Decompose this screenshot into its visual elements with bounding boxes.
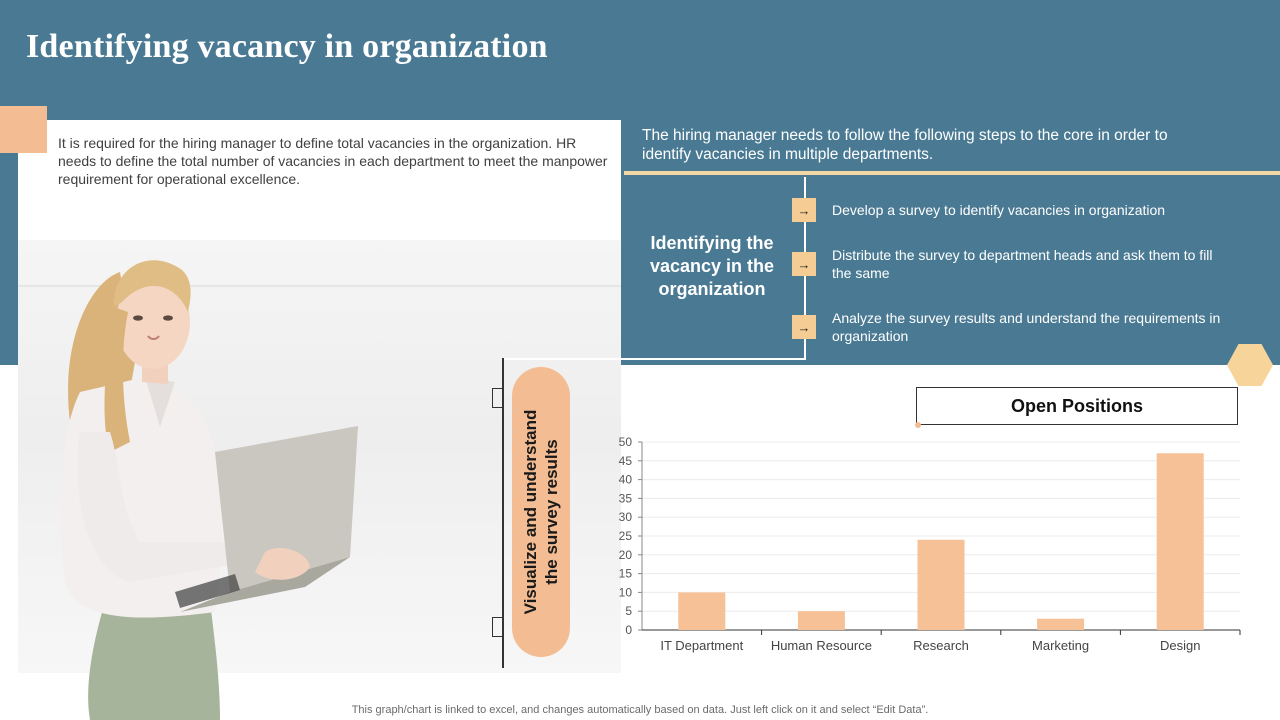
x-tick-label: Marketing xyxy=(1032,638,1089,653)
y-tick-label: 25 xyxy=(619,529,633,543)
bar xyxy=(1037,618,1085,630)
arrow-right-icon: → xyxy=(792,198,816,222)
y-tick-label: 40 xyxy=(619,473,633,487)
y-tick-label: 10 xyxy=(619,585,633,599)
open-positions-chart: 0 5 10 15 20 25 30 35 40 45 50 IT Department Human R… xyxy=(619,435,1241,653)
step-item: → Analyze the survey results and underst… xyxy=(792,310,1232,355)
page-title: Identifying vacancy in organization xyxy=(26,28,548,65)
bar xyxy=(797,611,845,630)
woman-with-laptop-image xyxy=(60,260,358,720)
y-tick-label: 15 xyxy=(619,567,633,581)
intro-text: It is required for the hiring manager to… xyxy=(58,135,608,187)
x-tick-label: Research xyxy=(913,638,969,653)
step-text: Analyze the survey results and understan… xyxy=(832,310,1221,344)
y-tick-label: 20 xyxy=(619,548,633,562)
side-label-pill: Visualize and understand the survey resu… xyxy=(512,367,570,657)
divider-line xyxy=(624,171,1280,175)
y-tick-label: 35 xyxy=(619,491,633,505)
y-tick-label: 5 xyxy=(625,604,632,618)
connector-line xyxy=(502,358,806,360)
bracket-bottom xyxy=(492,617,504,637)
side-label: Visualize and understand the survey resu… xyxy=(520,397,562,627)
arrow-right-icon: → xyxy=(792,252,816,276)
backdrop-line xyxy=(18,285,621,287)
step-text: Develop a survey to identify vacancies i… xyxy=(832,202,1166,218)
step-item: → Develop a survey to identify vacancies… xyxy=(792,198,1232,238)
title-dot xyxy=(915,422,921,428)
side-label-text: Visualize and understand the survey resu… xyxy=(521,409,561,615)
bar xyxy=(1156,453,1204,630)
step-item: → Distribute the survey to department he… xyxy=(792,247,1232,292)
footer-note: This graph/chart is linked to excel, and… xyxy=(351,704,929,716)
accent-square xyxy=(0,106,47,153)
bracket-top xyxy=(492,388,504,408)
y-tick-label: 30 xyxy=(619,510,633,524)
step-text: Distribute the survey to department head… xyxy=(832,247,1213,281)
bar xyxy=(678,592,726,630)
chart-title: Open Positions xyxy=(916,387,1238,425)
y-tick-label: 45 xyxy=(619,454,633,468)
x-tick-label: Design xyxy=(1160,638,1200,653)
y-tick-label: 0 xyxy=(625,623,632,637)
bar xyxy=(917,539,965,630)
connector-line-vertical xyxy=(502,358,504,668)
arrow-right-icon: → xyxy=(792,315,816,339)
process-heading: Identifying the vacancy in the organizat… xyxy=(649,233,775,299)
y-tick-label: 50 xyxy=(619,435,633,449)
x-tick-label: IT Department xyxy=(660,638,743,653)
x-tick-label: Human Resource xyxy=(771,638,872,653)
steps-intro-text: The hiring manager needs to follow the f… xyxy=(642,127,1168,163)
